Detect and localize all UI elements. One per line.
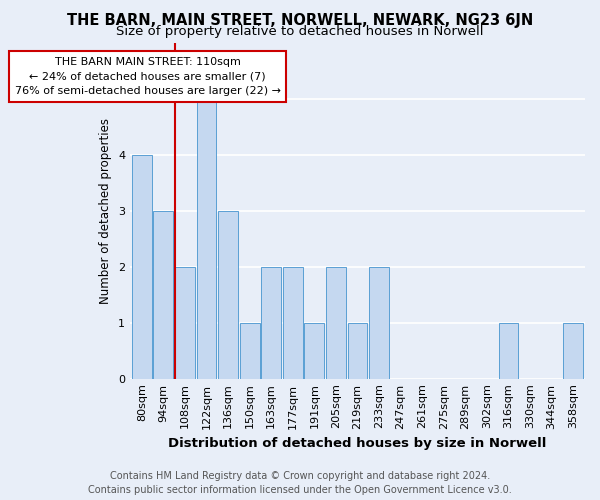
Bar — [283, 266, 302, 378]
Bar — [240, 322, 260, 378]
Bar — [369, 266, 389, 378]
Bar — [304, 322, 324, 378]
Bar — [175, 266, 195, 378]
Bar — [326, 266, 346, 378]
Bar — [499, 322, 518, 378]
Bar — [347, 322, 367, 378]
Bar — [197, 98, 217, 378]
Text: THE BARN, MAIN STREET, NORWELL, NEWARK, NG23 6JN: THE BARN, MAIN STREET, NORWELL, NEWARK, … — [67, 12, 533, 28]
Bar — [218, 210, 238, 378]
Bar — [154, 210, 173, 378]
Text: Contains HM Land Registry data © Crown copyright and database right 2024.
Contai: Contains HM Land Registry data © Crown c… — [88, 471, 512, 495]
Bar — [132, 154, 152, 378]
Text: THE BARN MAIN STREET: 110sqm
← 24% of detached houses are smaller (7)
76% of sem: THE BARN MAIN STREET: 110sqm ← 24% of de… — [14, 56, 281, 96]
Bar — [563, 322, 583, 378]
X-axis label: Distribution of detached houses by size in Norwell: Distribution of detached houses by size … — [168, 437, 547, 450]
Bar — [261, 266, 281, 378]
Y-axis label: Number of detached properties: Number of detached properties — [100, 118, 112, 304]
Text: Size of property relative to detached houses in Norwell: Size of property relative to detached ho… — [116, 25, 484, 38]
